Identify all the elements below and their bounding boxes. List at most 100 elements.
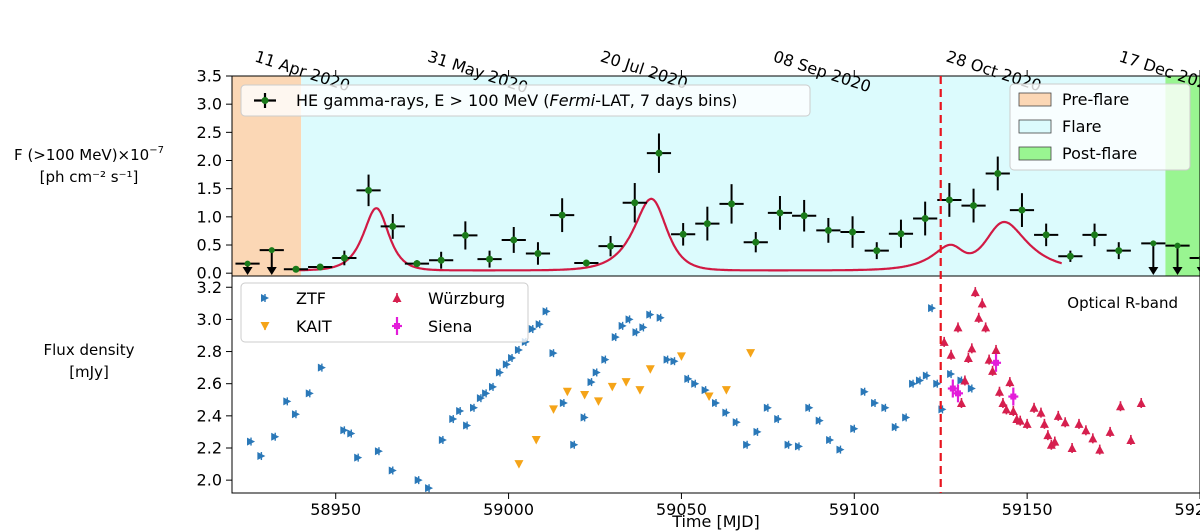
wrzburg-point	[1095, 444, 1105, 455]
legend-post-flare: Post-flare	[1062, 144, 1137, 163]
gamma-marker	[607, 242, 615, 250]
top-ytick-label: 1.5	[197, 179, 222, 198]
gamma-marker	[413, 260, 421, 268]
wrzburg-point	[1043, 430, 1053, 441]
gamma-point	[622, 183, 647, 223]
marker-shape	[1067, 443, 1077, 452]
gamma-marker	[728, 200, 736, 208]
ztf-point	[922, 371, 931, 380]
bottom-panel-frame	[231, 275, 1200, 494]
ztf-point	[753, 427, 762, 436]
gamma-point	[1009, 193, 1035, 227]
marker-shape	[1015, 416, 1025, 425]
marker-shape	[549, 405, 559, 414]
kait-point	[721, 386, 731, 395]
ztf-point	[625, 315, 634, 324]
ztf-point	[860, 387, 869, 396]
wrzburg-point	[967, 343, 977, 354]
ztf-point	[257, 452, 266, 461]
marker-shape	[960, 375, 970, 385]
xtick-label: 59200	[1175, 500, 1200, 519]
wrzburg-point	[1005, 377, 1015, 388]
ztf-point	[815, 416, 824, 425]
marker-shape	[974, 313, 984, 322]
wrzburg-point	[1067, 442, 1077, 453]
wrzburg-point	[1022, 418, 1032, 429]
marker-shape	[955, 390, 961, 397]
gamma-point	[1058, 250, 1083, 262]
gamma-marker	[679, 230, 687, 238]
marker-shape	[970, 287, 980, 297]
ul-arrow-head	[1196, 267, 1200, 273]
gamma-point	[743, 232, 768, 253]
ztf-point	[456, 407, 465, 416]
ztf-point	[794, 442, 803, 451]
marker-shape	[946, 350, 956, 359]
wrzburg-point	[1008, 406, 1018, 417]
ztf-point	[732, 418, 741, 427]
ztf-point	[646, 310, 655, 319]
gamma-legend: HE gamma-rays, E > 100 MeV (Fermi-LAT, 7…	[240, 84, 811, 117]
gamma-point	[913, 201, 938, 236]
gamma-point	[525, 242, 551, 265]
ztf-point	[305, 389, 314, 398]
bottom-x-axis: 58950 59000 59050 59100 59150 59200	[310, 493, 1200, 519]
marker-shape	[1005, 377, 1015, 387]
wrzburg-point	[1036, 407, 1046, 418]
siena-point	[953, 384, 963, 403]
marker-shape	[1105, 427, 1115, 436]
gamma-marker	[873, 247, 881, 255]
wrzburg-point	[1126, 434, 1136, 445]
bottom-ylabel-units: [mJy]	[69, 363, 109, 381]
legend-pre-flare: Pre-flare	[1062, 90, 1129, 109]
gamma-point	[840, 216, 865, 248]
wrzburg-point	[1105, 426, 1115, 437]
legend-wurzburg: Würzburg	[428, 289, 505, 308]
kait-point	[514, 460, 524, 469]
marker-shape	[1074, 419, 1084, 428]
siena-point	[991, 353, 1002, 372]
ztf-point	[850, 424, 859, 433]
gamma-point	[598, 236, 623, 257]
marker-shape	[562, 387, 572, 397]
wrzburg-point	[1029, 402, 1039, 413]
kait-point	[593, 397, 603, 406]
marker-shape	[1115, 401, 1125, 411]
top-ytick-label: 3.0	[197, 95, 222, 114]
bottom-ytick-label: 2.2	[197, 438, 222, 457]
x-axis-label: Time [MJD]	[671, 512, 760, 531]
gamma-point	[695, 206, 720, 241]
gamma-marker	[776, 209, 784, 217]
gamma-point	[864, 242, 889, 260]
ztf-point	[663, 355, 672, 364]
gamma-point	[671, 223, 696, 246]
ul-marker	[1150, 240, 1157, 247]
marker-shape	[994, 387, 1004, 396]
gamma-point	[501, 226, 526, 253]
legend-kait-marker	[260, 322, 270, 331]
flare-fit-curve	[294, 197, 1063, 272]
optical-title: Optical R-band	[1067, 294, 1178, 312]
gamma-point	[332, 250, 357, 266]
ztf-point	[291, 410, 300, 419]
gamma-marker	[340, 254, 348, 262]
marker-shape	[1095, 445, 1105, 454]
ztf-point	[774, 415, 783, 424]
bottom-ytick-label: 2.4	[197, 406, 222, 425]
marker-shape	[981, 322, 991, 332]
gamma-marker	[1066, 252, 1074, 260]
gamma-point	[1082, 223, 1107, 247]
wrzburg-point	[977, 298, 987, 309]
ztf-point	[470, 403, 478, 412]
wrzburg-point	[974, 312, 984, 323]
marker-shape	[1081, 425, 1091, 435]
ztf-point	[933, 379, 942, 388]
legend-marker	[392, 317, 402, 335]
top-ytick-label: 0.0	[197, 264, 222, 283]
wrzburg-point	[981, 322, 991, 333]
gamma-ray-points	[283, 133, 1131, 273]
gamma-point	[283, 265, 309, 273]
marker-shape	[621, 378, 631, 387]
gamma-point	[356, 174, 381, 207]
marker-shape	[1136, 398, 1146, 407]
